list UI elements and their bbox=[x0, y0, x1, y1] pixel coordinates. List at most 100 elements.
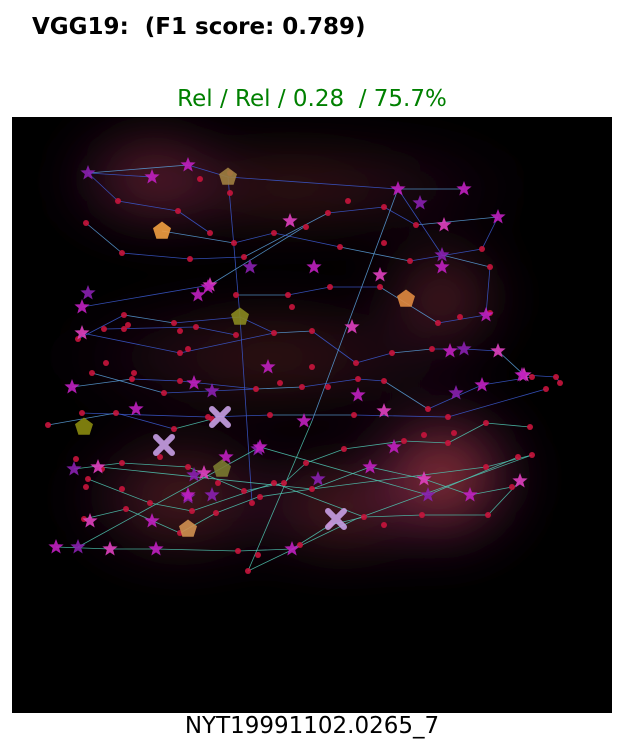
edge-line bbox=[173, 418, 213, 430]
edge-line bbox=[383, 380, 429, 410]
token-dot bbox=[241, 254, 247, 260]
heatmap-plot bbox=[12, 117, 612, 713]
star-marker bbox=[74, 325, 90, 340]
cross-marker bbox=[153, 434, 175, 456]
token-dot bbox=[381, 378, 387, 384]
edge-line bbox=[463, 348, 499, 352]
token-dot bbox=[205, 414, 211, 420]
edge-line bbox=[485, 422, 531, 428]
token-dot bbox=[177, 328, 183, 334]
star-marker bbox=[144, 513, 160, 528]
star-marker bbox=[442, 343, 458, 358]
x-axis-label: NYT19991102.0265_7 bbox=[184, 713, 440, 739]
edge-line bbox=[87, 172, 153, 178]
token-dot bbox=[429, 346, 435, 352]
edge-line bbox=[327, 206, 385, 214]
edge-line bbox=[77, 314, 125, 340]
token-dot bbox=[89, 370, 95, 376]
pentagon-layer bbox=[75, 167, 415, 537]
edge-line bbox=[91, 372, 165, 394]
cross-layer bbox=[153, 406, 347, 530]
star-marker bbox=[82, 513, 98, 528]
pentagon-marker bbox=[231, 307, 249, 325]
token-dot bbox=[509, 484, 515, 490]
edge-line bbox=[191, 482, 275, 512]
edge-line bbox=[497, 350, 525, 376]
token-dot bbox=[171, 426, 177, 432]
edge-line bbox=[215, 496, 259, 514]
edge-line bbox=[273, 232, 341, 248]
star-marker bbox=[102, 541, 118, 556]
edge-line bbox=[311, 466, 487, 490]
token-dot bbox=[309, 364, 315, 370]
star-marker bbox=[376, 403, 392, 418]
star-marker bbox=[512, 473, 528, 488]
token-dot bbox=[425, 406, 431, 412]
token-dot bbox=[213, 510, 219, 516]
token-dot bbox=[119, 486, 125, 492]
token-dot bbox=[147, 500, 153, 506]
token-dot bbox=[529, 452, 535, 458]
token-dot bbox=[113, 410, 119, 416]
token-dot bbox=[215, 480, 221, 486]
edge-line bbox=[239, 316, 253, 504]
star-marker bbox=[514, 367, 530, 382]
token-dot bbox=[119, 460, 125, 466]
star-marker bbox=[284, 541, 300, 556]
edge-line bbox=[255, 386, 303, 390]
edge-line bbox=[469, 486, 513, 496]
edge-line bbox=[161, 230, 235, 244]
star-marker bbox=[344, 319, 360, 334]
edge-line bbox=[177, 210, 211, 234]
token-dot bbox=[189, 508, 195, 514]
token-dot bbox=[207, 230, 213, 236]
token-dot bbox=[73, 456, 79, 462]
token-dot bbox=[267, 412, 273, 418]
edge-line bbox=[117, 200, 179, 212]
edge-line bbox=[247, 420, 313, 572]
dot-layer bbox=[45, 170, 563, 574]
token-dot bbox=[483, 464, 489, 470]
edge-line bbox=[259, 446, 429, 496]
edge-line bbox=[447, 422, 487, 444]
star-marker bbox=[282, 213, 298, 228]
token-dot bbox=[45, 422, 51, 428]
edge-line bbox=[441, 254, 491, 268]
star-marker bbox=[200, 279, 216, 294]
token-dot bbox=[435, 320, 441, 326]
edge-line bbox=[353, 414, 449, 418]
token-dot bbox=[121, 312, 127, 318]
edge-line bbox=[339, 246, 411, 262]
star-marker bbox=[490, 343, 506, 358]
token-dot bbox=[381, 240, 387, 246]
edge-line bbox=[123, 314, 175, 324]
star-marker bbox=[186, 467, 202, 482]
token-dot bbox=[241, 488, 247, 494]
token-dot bbox=[419, 512, 425, 518]
edge-line bbox=[243, 212, 329, 258]
token-dot bbox=[185, 464, 191, 470]
token-dot bbox=[285, 292, 291, 298]
token-dot bbox=[85, 476, 91, 482]
token-dot bbox=[257, 494, 263, 500]
star-marker bbox=[296, 413, 312, 428]
token-dot bbox=[123, 506, 129, 512]
star-marker bbox=[252, 439, 268, 454]
token-dot bbox=[351, 412, 357, 418]
star-marker bbox=[434, 247, 450, 262]
edge-line bbox=[77, 446, 261, 548]
edge-line bbox=[87, 172, 119, 202]
token-dot bbox=[233, 292, 239, 298]
star-marker bbox=[434, 259, 450, 274]
token-dot bbox=[303, 224, 309, 230]
edge-line bbox=[155, 548, 239, 552]
star-marker bbox=[74, 299, 90, 314]
star-marker bbox=[242, 259, 258, 274]
star-marker bbox=[420, 487, 436, 502]
token-dot bbox=[309, 328, 315, 334]
star-marker bbox=[350, 387, 366, 402]
token-dot bbox=[281, 480, 287, 486]
edge-line bbox=[311, 330, 357, 364]
pentagon-marker bbox=[179, 519, 197, 537]
star-marker bbox=[310, 471, 326, 486]
